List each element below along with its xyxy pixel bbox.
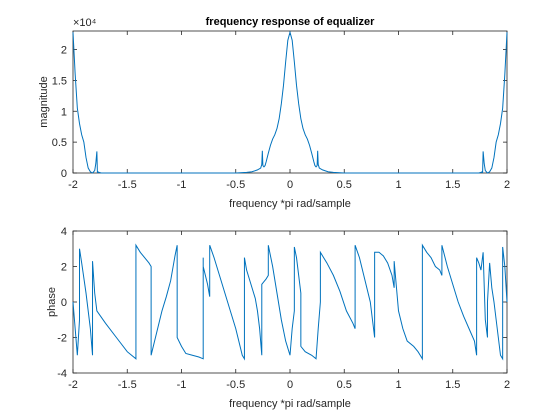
magnitude-x-tick-label: -1.5 (118, 179, 137, 191)
magnitude-y-ticks: 0 0.5 1 1.5 2 (52, 45, 507, 180)
phase-y-tick-label: 4 (61, 226, 67, 238)
phase-x-tick-label: 2 (504, 379, 510, 391)
phase-x-tick-label: 1 (395, 379, 401, 391)
magnitude-x-tick-label: 0 (287, 179, 293, 191)
magnitude-x-tick-label: -2 (68, 179, 78, 191)
magnitude-x-tick-label: -0.5 (226, 179, 245, 191)
magnitude-y-tick-label: 0 (61, 168, 67, 180)
magnitude-chart-title: frequency response of equalizer (206, 16, 375, 28)
phase-y-tick-label: 2 (61, 262, 67, 274)
phase-x-tick-label: -1 (177, 379, 187, 391)
magnitude-x-tick-label: 1.5 (445, 179, 460, 191)
phase-x-tick-label: -1.5 (118, 379, 137, 391)
phase-x-tick-label: 0.5 (337, 379, 352, 391)
magnitude-plot: -2 -1.5 -1 -0.5 0 0.5 1 1.5 2 0 0.5 1 1.5 2 frequenc… (38, 16, 510, 210)
phase-x-tick-label: 1.5 (445, 379, 460, 391)
magnitude-y-tick-label: 2 (61, 45, 67, 57)
magnitude-series-line (72, 30, 508, 174)
phase-y-tick-label: -4 (57, 368, 67, 380)
magnitude-x-tick-label: 0.5 (337, 179, 352, 191)
magnitude-x-axis-label: frequency *pi rad/sample (229, 198, 351, 210)
phase-x-ticks: -2 -1.5 -1 -0.5 0 0.5 1 1.5 2 (68, 231, 510, 391)
phase-y-axis-label: phase (46, 287, 58, 317)
magnitude-exponent-label: ×10⁴ (73, 17, 97, 29)
magnitude-x-ticks: -2 -1.5 -1 -0.5 0 0.5 1 1.5 2 (68, 31, 510, 191)
magnitude-axes-box (72, 30, 508, 174)
phase-x-tick-label: 0 (287, 379, 293, 391)
phase-x-tick-label: -0.5 (226, 379, 245, 391)
magnitude-x-tick-label: 2 (504, 179, 510, 191)
phase-x-axis-label: frequency *pi rad/sample (229, 398, 351, 410)
magnitude-y-tick-label: 1.5 (52, 75, 67, 87)
magnitude-x-tick-label: -1 (177, 179, 187, 191)
magnitude-y-tick-label: 1 (61, 106, 67, 118)
magnitude-x-tick-label: 1 (395, 179, 401, 191)
magnitude-y-tick-label: 0.5 (52, 137, 67, 149)
phase-x-tick-label: -2 (68, 379, 78, 391)
phase-series-line (72, 243, 508, 361)
phase-y-ticks: -4 -2 0 2 4 (57, 226, 507, 380)
phase-y-tick-label: -2 (57, 333, 67, 345)
phase-y-tick-label: 0 (61, 297, 67, 309)
magnitude-y-axis-label: magnitude (38, 76, 50, 127)
